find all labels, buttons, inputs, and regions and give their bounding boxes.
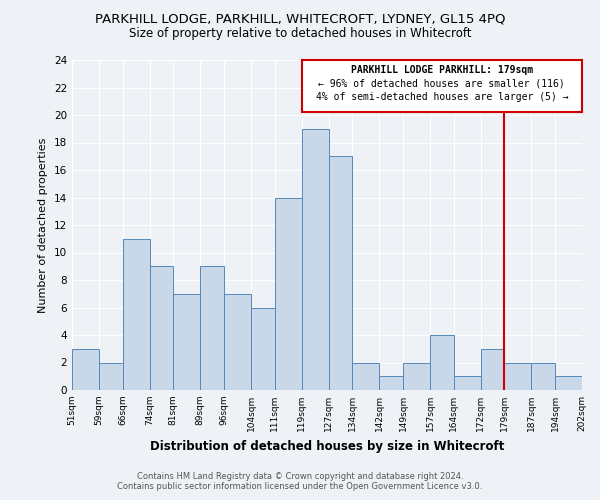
Bar	[173, 294, 200, 390]
Bar	[505, 362, 532, 390]
Bar	[532, 362, 555, 390]
Text: Size of property relative to detached houses in Whitecroft: Size of property relative to detached ho…	[129, 28, 471, 40]
Bar	[379, 376, 403, 390]
Bar	[302, 128, 329, 390]
Bar	[329, 156, 352, 390]
Text: Contains public sector information licensed under the Open Government Licence v3: Contains public sector information licen…	[118, 482, 482, 491]
Bar	[352, 362, 379, 390]
Text: PARKHILL LODGE PARKHILL: 179sqm: PARKHILL LODGE PARKHILL: 179sqm	[351, 65, 533, 75]
Bar	[403, 362, 430, 390]
Bar	[149, 266, 173, 390]
Text: Contains HM Land Registry data © Crown copyright and database right 2024.: Contains HM Land Registry data © Crown c…	[137, 472, 463, 481]
Bar	[275, 198, 302, 390]
FancyBboxPatch shape	[302, 60, 582, 112]
Bar	[481, 349, 505, 390]
Bar	[555, 376, 582, 390]
Bar	[122, 239, 149, 390]
Bar	[224, 294, 251, 390]
X-axis label: Distribution of detached houses by size in Whitecroft: Distribution of detached houses by size …	[150, 440, 504, 452]
Bar	[200, 266, 224, 390]
Text: ← 96% of detached houses are smaller (116): ← 96% of detached houses are smaller (11…	[319, 78, 565, 88]
Y-axis label: Number of detached properties: Number of detached properties	[38, 138, 49, 312]
Text: PARKHILL LODGE, PARKHILL, WHITECROFT, LYDNEY, GL15 4PQ: PARKHILL LODGE, PARKHILL, WHITECROFT, LY…	[95, 12, 505, 26]
Bar	[251, 308, 275, 390]
Bar	[430, 335, 454, 390]
Bar	[72, 349, 99, 390]
Bar	[454, 376, 481, 390]
Bar	[99, 362, 122, 390]
Text: 4% of semi-detached houses are larger (5) →: 4% of semi-detached houses are larger (5…	[316, 92, 568, 102]
